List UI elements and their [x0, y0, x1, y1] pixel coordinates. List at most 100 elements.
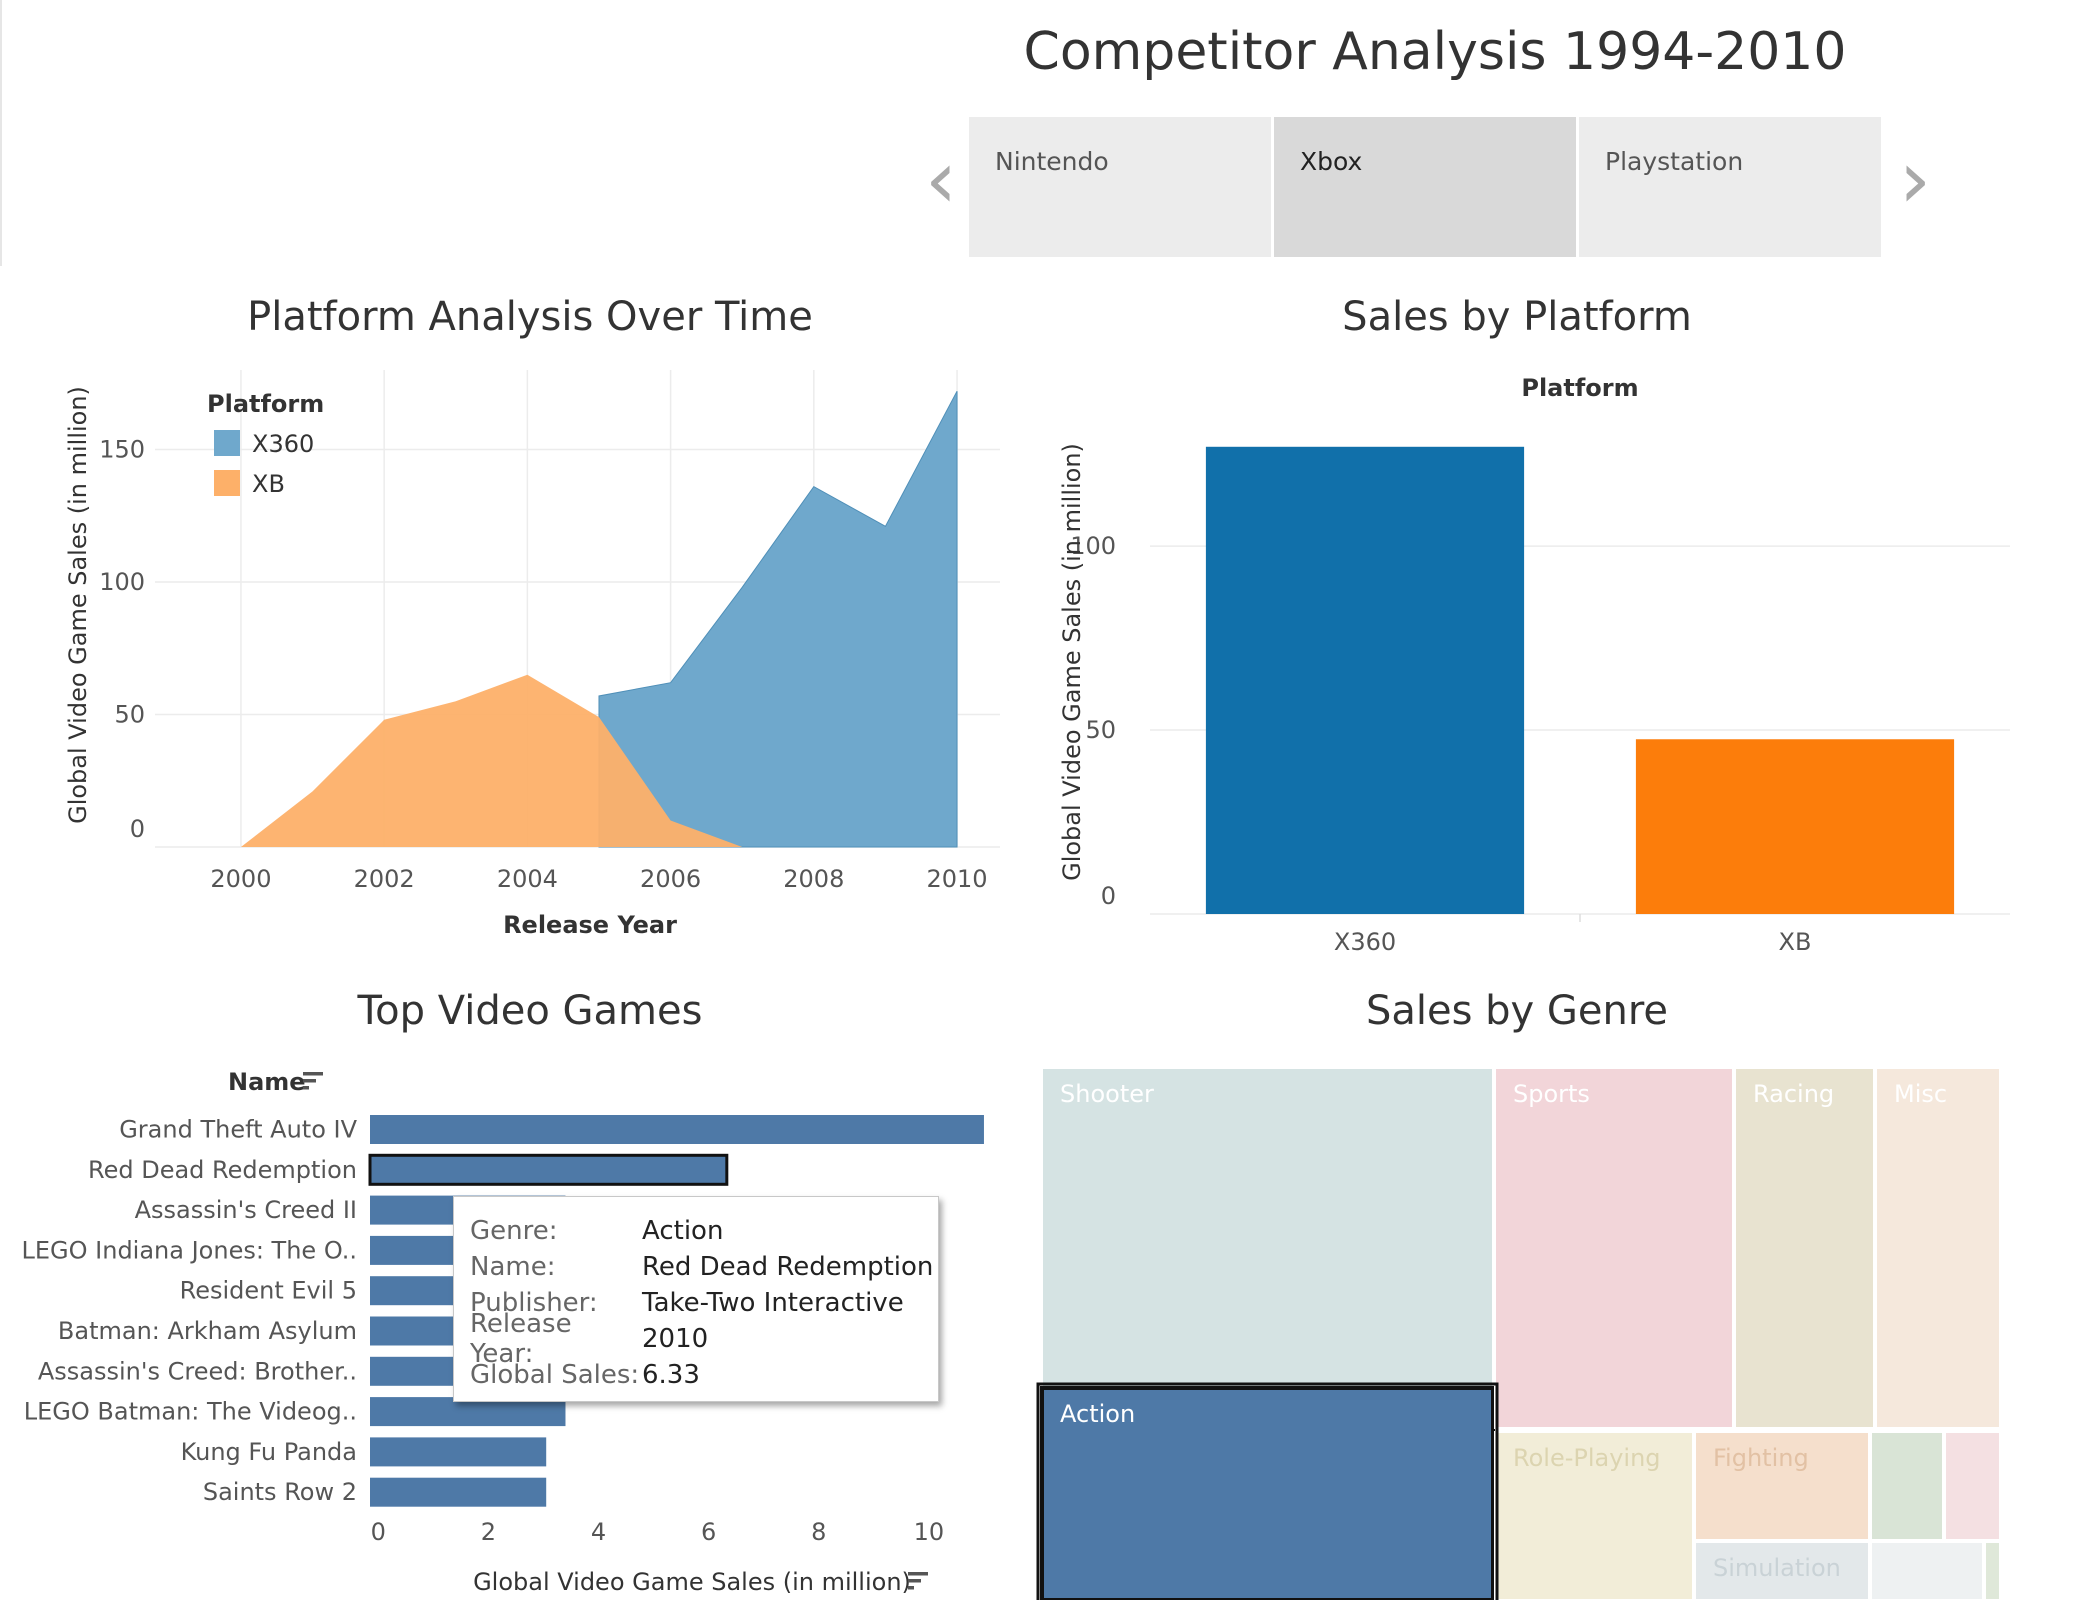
x-tick-label: X360: [1334, 928, 1396, 956]
x-tick-label: 2000: [210, 865, 271, 893]
treemap-cell[interactable]: [1944, 1431, 2001, 1541]
treemap-rect[interactable]: [1870, 1541, 1984, 1600]
y-tick-label: 100: [99, 568, 145, 596]
edge-line: [0, 0, 2, 56]
prev-arrow-icon[interactable]: ‹: [925, 133, 957, 226]
tooltip-row: Release Year: 2010: [470, 1309, 938, 1369]
category-label: LEGO Indiana Jones: The O..: [22, 1236, 358, 1264]
treemap-rect[interactable]: [1494, 1067, 1734, 1429]
x-tick-label: 4: [591, 1518, 606, 1546]
treemap-cell[interactable]: [1870, 1541, 1984, 1600]
category-label: Assassin's Creed II: [135, 1196, 357, 1224]
bar-x360[interactable]: [1205, 446, 1525, 914]
y-tick-label: 0: [130, 815, 145, 843]
x-tick-label: 0: [371, 1518, 386, 1546]
y-tick-label: 100: [1070, 532, 1116, 560]
y-axis-label: Global Video Game Sales (in million): [64, 386, 92, 824]
treemap-rect[interactable]: [1984, 1541, 2001, 1600]
treemap-rect[interactable]: [1694, 1431, 1870, 1541]
x-tick-label: 10: [914, 1518, 945, 1546]
treemap-rect[interactable]: [1870, 1431, 1944, 1541]
sort-descending-icon[interactable]: [908, 1572, 928, 1590]
tooltip-value: 2010: [642, 1324, 709, 1354]
tooltip: Genre: Action Name: Red Dead Redemption Pu…: [453, 1196, 939, 1402]
x-axis-label: Global Video Game Sales (in million): [473, 1568, 911, 1596]
tooltip-key: Release Year:: [470, 1309, 572, 1369]
treemap-label: Fighting: [1713, 1444, 1809, 1472]
genre-treemap-title: Sales by Genre: [1365, 988, 1669, 1034]
bar-xb[interactable]: [1635, 739, 1955, 914]
tooltip-value: Red Dead Redemption: [642, 1252, 934, 1282]
treemap-label: Simulation: [1713, 1554, 1841, 1582]
tooltip-row: Name: Red Dead Redemption: [470, 1249, 938, 1285]
game-bar[interactable]: [368, 1153, 729, 1186]
bars[interactable]: [1205, 446, 1955, 914]
x-tick-label: XB: [1779, 928, 1812, 956]
y-axis-label: Name: [228, 1068, 306, 1096]
area-chart-title: Platform Analysis Over Time: [247, 294, 813, 340]
x-tick-label: 2: [481, 1518, 496, 1546]
category-label: Saints Row 2: [203, 1478, 357, 1506]
axis-ticks: 0 2 4 6 8 10: [371, 1518, 945, 1546]
x-tick-label: 6: [701, 1518, 716, 1546]
treemap-label: Role-Playing: [1513, 1444, 1661, 1472]
treemap-cell[interactable]: Fighting: [1694, 1431, 1870, 1541]
treemap-cell[interactable]: Simulation: [1694, 1541, 1870, 1600]
area-series[interactable]: [240, 390, 958, 848]
treemap-rect[interactable]: [1944, 1431, 2001, 1541]
treemap-rect[interactable]: [1734, 1067, 1875, 1429]
category-label: Resident Evil 5: [180, 1277, 357, 1305]
legend-label-xb: XB: [252, 470, 285, 498]
sort-descending-icon[interactable]: [303, 1072, 323, 1090]
treemap-rect[interactable]: [1694, 1541, 1870, 1600]
y-tick-label: 50: [1085, 716, 1116, 744]
x-tick-label: 2002: [354, 865, 415, 893]
game-bar[interactable]: [370, 1437, 547, 1467]
treemap-cell[interactable]: [1870, 1431, 1944, 1541]
tab-nintendo[interactable]: Nintendo: [969, 117, 1271, 257]
treemap-cell[interactable]: Sports: [1494, 1067, 1734, 1429]
tooltip-row: Publisher: Take-Two Interactive: [470, 1285, 938, 1321]
game-bar[interactable]: [370, 1115, 984, 1144]
tab-playstation[interactable]: Playstation: [1579, 117, 1881, 257]
legend-swatch-xb: [214, 470, 240, 496]
platform-bar-chart[interactable]: Platform 0 50 100 X360 XB Global Video Game …: [1040, 350, 2070, 970]
tab-label: Nintendo: [995, 147, 1109, 176]
treemap-cell[interactable]: Role-Playing: [1494, 1431, 1694, 1600]
treemap-label: Shooter: [1060, 1080, 1154, 1108]
top-games-title: Top Video Games: [357, 988, 703, 1034]
category-labels: Grand Theft Auto IV Red Dead Redemption As…: [22, 1116, 358, 1507]
tooltip-key: Name:: [470, 1252, 556, 1282]
x-tick-label: 2004: [497, 865, 558, 893]
category-label: Assassin's Creed: Brother..: [38, 1357, 357, 1385]
treemap-cell[interactable]: Misc: [1875, 1067, 2001, 1429]
tooltip-value: 6.33: [642, 1360, 700, 1390]
x-axis-label: Release Year: [503, 911, 677, 939]
next-arrow-icon[interactable]: ›: [1899, 133, 1931, 226]
treemap-cell[interactable]: Action: [1040, 1386, 1495, 1600]
area-x360[interactable]: [598, 390, 958, 848]
tab-label: Playstation: [1605, 147, 1744, 176]
platform-area-chart[interactable]: 2000 2002 2004 2006 2008 2010 0 50 100 150 Global…: [0, 350, 1040, 950]
treemap-cell[interactable]: Shooter: [1041, 1067, 1494, 1389]
treemap-rect[interactable]: [1040, 1386, 1495, 1600]
treemap-rect[interactable]: [1041, 1067, 1494, 1389]
treemap-label: Sports: [1513, 1080, 1590, 1108]
area-xb[interactable]: [240, 674, 743, 847]
treemap-cell[interactable]: [1984, 1541, 2001, 1600]
legend: Platform X360 XB: [207, 390, 324, 498]
tab-label: Xbox: [1300, 147, 1363, 176]
x-axis-label: Platform: [1521, 374, 1638, 402]
treemap-rect[interactable]: [1494, 1431, 1694, 1600]
legend-label-x360: X360: [252, 430, 314, 458]
treemap-rect[interactable]: [1875, 1067, 2001, 1429]
category-label: Batman: Arkham Asylum: [58, 1317, 357, 1345]
tab-xbox[interactable]: Xbox: [1274, 117, 1576, 257]
treemap-cell[interactable]: Racing: [1734, 1067, 1875, 1429]
game-bar[interactable]: [370, 1477, 547, 1507]
dashboard-title: Competitor Analysis 1994-2010: [1023, 22, 1847, 82]
genre-treemap[interactable]: Shooter Action Sports Racing Misc Role-Playin…: [1036, 1060, 2016, 1600]
y-tick-label: 0: [1101, 882, 1116, 910]
edge-line: [0, 56, 2, 266]
tooltip-key: Genre:: [470, 1216, 558, 1246]
